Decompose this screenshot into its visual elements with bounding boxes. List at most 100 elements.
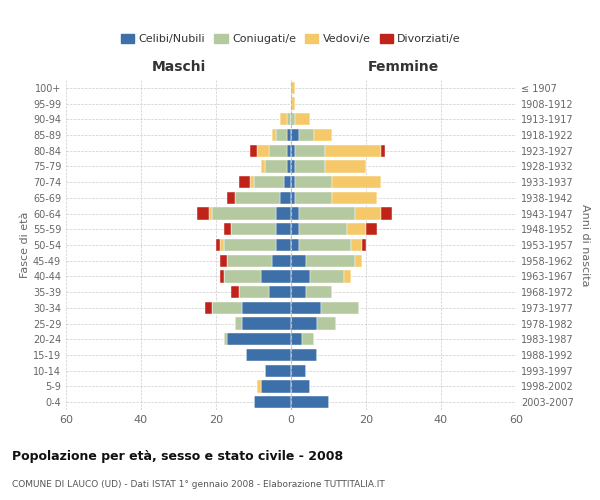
Bar — [223, 223, 231, 235]
Bar — [291, 160, 295, 172]
Bar — [242, 318, 291, 330]
Bar — [265, 160, 287, 172]
Text: Femmine: Femmine — [368, 60, 439, 74]
Bar — [306, 286, 332, 298]
Bar — [295, 160, 325, 172]
Bar — [239, 286, 269, 298]
Bar — [306, 254, 355, 267]
Bar — [276, 129, 287, 141]
Bar — [291, 270, 310, 282]
Bar — [291, 113, 295, 126]
Bar — [299, 223, 347, 235]
Bar — [257, 144, 269, 157]
Bar — [295, 192, 332, 204]
Bar — [332, 176, 381, 188]
Bar — [220, 270, 223, 282]
Bar — [280, 113, 287, 126]
Bar — [261, 160, 265, 172]
Bar — [265, 364, 291, 377]
Bar — [291, 176, 295, 188]
Bar — [287, 144, 291, 157]
Bar — [291, 192, 295, 204]
Bar — [351, 239, 362, 251]
Bar — [216, 239, 220, 251]
Bar — [343, 270, 351, 282]
Bar — [366, 223, 377, 235]
Bar — [347, 223, 366, 235]
Bar — [291, 239, 299, 251]
Bar — [272, 129, 276, 141]
Bar — [314, 129, 332, 141]
Bar — [287, 160, 291, 172]
Bar — [310, 270, 343, 282]
Bar — [291, 82, 295, 94]
Bar — [299, 239, 351, 251]
Bar — [295, 176, 332, 188]
Bar — [291, 396, 329, 408]
Bar — [231, 286, 239, 298]
Bar — [250, 144, 257, 157]
Bar — [276, 223, 291, 235]
Text: Popolazione per età, sesso e stato civile - 2008: Popolazione per età, sesso e stato civil… — [12, 450, 343, 463]
Bar — [291, 302, 321, 314]
Bar — [291, 318, 317, 330]
Bar — [257, 380, 261, 392]
Bar — [276, 239, 291, 251]
Bar — [284, 176, 291, 188]
Bar — [291, 144, 295, 157]
Bar — [291, 208, 299, 220]
Bar — [223, 239, 276, 251]
Bar — [276, 208, 291, 220]
Y-axis label: Anni di nascita: Anni di nascita — [580, 204, 590, 286]
Bar — [223, 270, 261, 282]
Bar — [205, 302, 212, 314]
Bar — [197, 208, 209, 220]
Legend: Celibi/Nubili, Coniugati/e, Vedovi/e, Divorziati/e: Celibi/Nubili, Coniugati/e, Vedovi/e, Di… — [116, 30, 466, 49]
Y-axis label: Fasce di età: Fasce di età — [20, 212, 30, 278]
Bar — [295, 144, 325, 157]
Bar — [212, 208, 276, 220]
Bar — [291, 286, 306, 298]
Bar — [261, 380, 291, 392]
Bar — [362, 239, 366, 251]
Bar — [325, 144, 381, 157]
Bar — [254, 176, 284, 188]
Bar — [269, 144, 287, 157]
Bar — [291, 129, 299, 141]
Bar — [291, 333, 302, 345]
Bar — [227, 333, 291, 345]
Bar — [212, 302, 242, 314]
Text: Maschi: Maschi — [151, 60, 206, 74]
Bar — [220, 254, 227, 267]
Bar — [355, 254, 362, 267]
Bar — [295, 113, 310, 126]
Bar — [355, 208, 381, 220]
Bar — [321, 302, 359, 314]
Bar — [291, 223, 299, 235]
Bar — [239, 176, 250, 188]
Bar — [381, 144, 385, 157]
Bar — [220, 239, 223, 251]
Bar — [269, 286, 291, 298]
Bar — [317, 318, 336, 330]
Bar — [299, 129, 314, 141]
Bar — [231, 223, 276, 235]
Bar — [325, 160, 366, 172]
Bar — [209, 208, 212, 220]
Bar — [272, 254, 291, 267]
Bar — [302, 333, 314, 345]
Bar — [299, 208, 355, 220]
Bar — [291, 98, 295, 110]
Bar — [381, 208, 392, 220]
Bar — [227, 254, 272, 267]
Bar — [261, 270, 291, 282]
Bar — [235, 318, 242, 330]
Bar — [235, 192, 280, 204]
Bar — [242, 302, 291, 314]
Bar — [287, 113, 291, 126]
Bar — [254, 396, 291, 408]
Bar — [287, 129, 291, 141]
Text: COMUNE DI LAUCO (UD) - Dati ISTAT 1° gennaio 2008 - Elaborazione TUTTITALIA.IT: COMUNE DI LAUCO (UD) - Dati ISTAT 1° gen… — [12, 480, 385, 489]
Bar — [291, 364, 306, 377]
Bar — [246, 349, 291, 361]
